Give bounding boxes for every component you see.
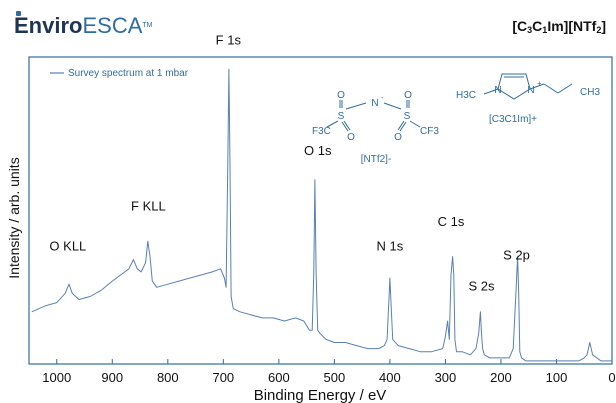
atom-ch3: CH3: [580, 87, 600, 98]
peak-label: F 1s: [216, 33, 242, 48]
x-tick-label: 100: [546, 370, 568, 385]
plot-frame: [28, 56, 613, 365]
peak-label: O KLL: [49, 238, 86, 253]
x-tick-label: 400: [379, 370, 401, 385]
brand-part-1: Enviro: [14, 13, 83, 38]
x-tick-label: 200: [490, 370, 512, 385]
compound-title-s3: 2: [596, 25, 602, 35]
x-tick-label: 1000: [42, 370, 71, 385]
atom-n-charge: -: [381, 93, 384, 102]
brand-part-2: ESCA: [82, 13, 143, 38]
atom-n: N: [371, 98, 378, 109]
cation-structure: [483, 73, 573, 100]
cation-caption: [C3C1Im]+: [489, 114, 537, 125]
x-tick-label: 0: [608, 370, 615, 385]
peak-label: F KLL: [131, 199, 166, 214]
logo-dot-icon: [16, 11, 21, 16]
x-axis-ticks: 1000 900 800 700 600 500 400 300 200 100 0: [42, 359, 616, 385]
brand-trademark: TM: [142, 22, 153, 29]
x-tick-label: 300: [435, 370, 457, 385]
atom-o-1: O: [337, 90, 345, 101]
compound-title: [C3C1Im][NTf2]: [512, 18, 606, 35]
compound-title-s1: 3: [527, 25, 533, 35]
anion-atom-labels: O S O F3C N - O S O CF3 [NTf2]-: [312, 90, 439, 165]
atom-cf3-right: CF3: [420, 126, 439, 137]
compound-title-a: [C: [512, 18, 528, 34]
y-axis-label: Intensity / arb. units: [6, 157, 22, 278]
atom-o-2: O: [347, 132, 355, 143]
series-line: [31, 68, 612, 362]
atom-h3c: H3C: [456, 90, 476, 101]
chart-legend: Survey spectrum at 1 mbar: [50, 68, 189, 79]
atom-o-4: O: [394, 132, 402, 143]
peak-label: N 1s: [377, 238, 404, 253]
x-tick-label: 800: [157, 370, 179, 385]
compound-title-s2: 1: [542, 25, 548, 35]
brand-logo: EnviroESCATM: [14, 11, 153, 38]
atom-o-3: O: [404, 90, 412, 101]
atom-n-plus: +: [537, 79, 542, 88]
x-tick-label: 900: [101, 370, 123, 385]
atom-s-1: S: [338, 111, 345, 122]
x-tick-label: 700: [212, 370, 234, 385]
peak-label: C 1s: [438, 214, 465, 229]
x-axis-label: Binding Energy / eV: [254, 387, 387, 403]
anion-caption: [NTf2]-: [361, 154, 392, 165]
x-tick-label: 600: [268, 370, 290, 385]
series-layer: [31, 68, 612, 362]
legend-label: Survey spectrum at 1 mbar: [68, 68, 189, 79]
atom-n-ring-1: N: [494, 85, 501, 96]
atom-n-ring-2: N: [527, 85, 534, 96]
peak-annotations: O KLL F KLL F 1s O 1s N 1s C 1s S 2s S 2p: [49, 33, 529, 294]
atom-s-2: S: [404, 111, 411, 122]
peak-label: S 2p: [503, 248, 530, 263]
peak-label: O 1s: [304, 143, 332, 158]
compound-title-b: C: [532, 18, 543, 34]
anion-structure: [326, 100, 421, 132]
x-tick-label: 500: [324, 370, 346, 385]
compound-title-d: ]: [601, 18, 606, 34]
compound-title-c: Im][NTf: [547, 18, 597, 34]
peak-label: S 2s: [469, 278, 496, 293]
cation-atom-labels: H3C N N + CH3 [C3C1Im]+: [456, 79, 600, 125]
atom-cf3-left: F3C: [312, 126, 331, 137]
plot-border: [28, 56, 613, 365]
